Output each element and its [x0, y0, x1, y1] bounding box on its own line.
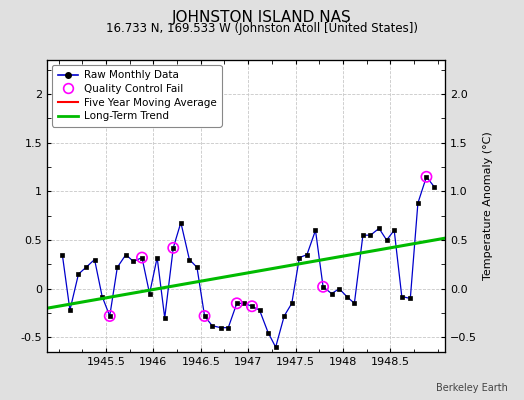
Point — [200, 313, 209, 319]
Point — [319, 284, 328, 290]
Point — [233, 300, 241, 306]
Point — [169, 245, 178, 251]
Text: Berkeley Earth: Berkeley Earth — [436, 383, 508, 393]
Text: 16.733 N, 169.533 W (Johnston Atoll [United States]): 16.733 N, 169.533 W (Johnston Atoll [Uni… — [106, 22, 418, 35]
Point — [248, 303, 256, 310]
Point — [105, 313, 114, 319]
Text: JOHNSTON ISLAND NAS: JOHNSTON ISLAND NAS — [172, 10, 352, 25]
Y-axis label: Temperature Anomaly (°C): Temperature Anomaly (°C) — [483, 132, 493, 280]
Point — [422, 174, 431, 180]
Point — [138, 254, 146, 261]
Legend: Raw Monthly Data, Quality Control Fail, Five Year Moving Average, Long-Term Tren: Raw Monthly Data, Quality Control Fail, … — [52, 65, 222, 126]
